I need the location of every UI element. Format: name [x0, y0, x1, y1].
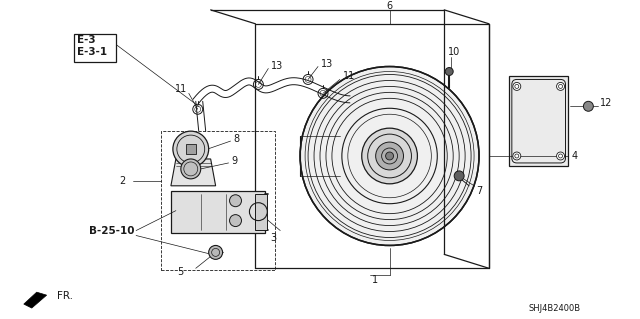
Bar: [161, 131, 275, 270]
Circle shape: [376, 142, 403, 170]
Text: 6: 6: [387, 1, 393, 11]
Text: 12: 12: [600, 98, 612, 108]
Polygon shape: [171, 159, 216, 186]
Circle shape: [557, 152, 564, 160]
Bar: [186, 144, 196, 154]
Text: 13: 13: [321, 59, 333, 69]
Circle shape: [209, 245, 223, 259]
Text: 7: 7: [476, 186, 483, 196]
Text: 4: 4: [572, 151, 578, 161]
Text: 11: 11: [343, 71, 355, 81]
Text: 1: 1: [372, 275, 378, 285]
Text: SHJ4B2400B: SHJ4B2400B: [529, 304, 581, 313]
Polygon shape: [24, 292, 47, 308]
Circle shape: [173, 131, 209, 167]
Bar: [171, 191, 266, 233]
Text: 10: 10: [448, 47, 460, 56]
Circle shape: [362, 128, 417, 184]
Text: B-25-10: B-25-10: [90, 226, 135, 235]
Bar: [509, 77, 568, 166]
Circle shape: [454, 171, 464, 181]
Circle shape: [513, 82, 521, 90]
Circle shape: [557, 82, 564, 90]
Circle shape: [445, 68, 453, 76]
Text: E-3-1: E-3-1: [77, 47, 108, 56]
Text: E-3: E-3: [77, 35, 96, 45]
Text: 9: 9: [232, 156, 237, 166]
Text: 3: 3: [270, 234, 276, 243]
Circle shape: [584, 101, 593, 111]
Text: 5: 5: [177, 267, 183, 277]
Text: 13: 13: [271, 61, 284, 70]
Text: 8: 8: [234, 134, 239, 144]
Circle shape: [230, 215, 241, 226]
Circle shape: [181, 159, 201, 179]
Text: 11: 11: [175, 85, 187, 94]
Circle shape: [386, 152, 394, 160]
Bar: [74, 34, 116, 62]
Text: FR.: FR.: [56, 291, 72, 301]
Circle shape: [513, 152, 521, 160]
Text: 2: 2: [119, 176, 125, 186]
Circle shape: [230, 195, 241, 207]
Bar: [255, 194, 268, 230]
Circle shape: [300, 67, 479, 245]
